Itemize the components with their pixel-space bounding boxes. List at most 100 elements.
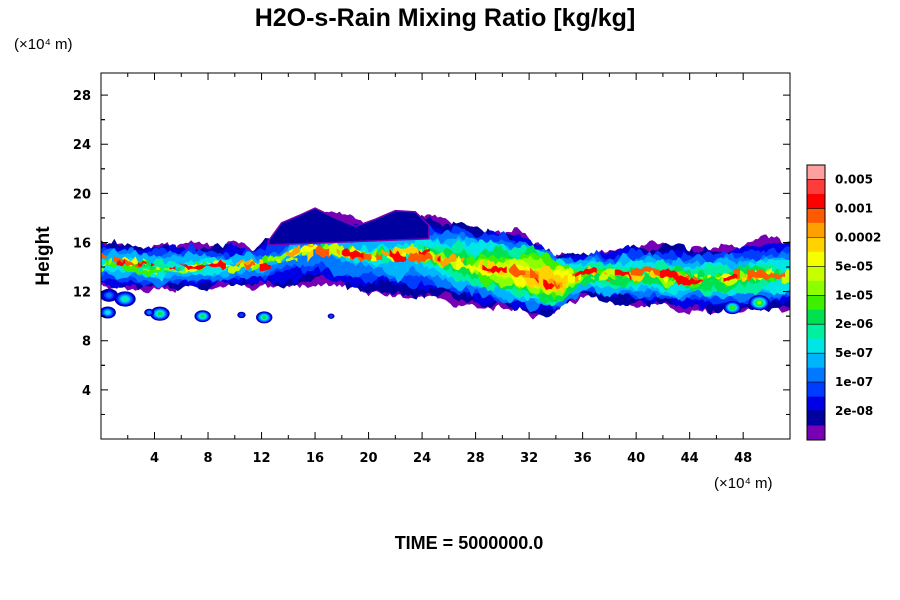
contour-band bbox=[101, 262, 107, 272]
x-tick-label: 40 bbox=[627, 451, 645, 466]
contour-band bbox=[371, 254, 377, 262]
colorbar-label: 1e-07 bbox=[835, 375, 873, 389]
y-tick-label: 8 bbox=[82, 335, 91, 350]
x-tick-label: 8 bbox=[204, 451, 213, 466]
contour-band bbox=[286, 244, 301, 258]
colorbar-swatch bbox=[807, 237, 825, 253]
contour-band bbox=[461, 257, 465, 263]
contour-band bbox=[553, 280, 560, 290]
colorbar-swatch bbox=[807, 179, 825, 195]
colorbar-swatch bbox=[807, 382, 825, 397]
precip-cell bbox=[106, 292, 113, 298]
contour-band bbox=[707, 274, 711, 279]
contour-band bbox=[151, 262, 155, 267]
colorbar-swatch bbox=[807, 208, 825, 224]
anvil-cap bbox=[267, 207, 430, 246]
colorbar-label: 1e-05 bbox=[835, 288, 873, 302]
x-tick-label: 12 bbox=[252, 451, 270, 466]
contour-band bbox=[591, 276, 595, 281]
contour-band bbox=[259, 258, 263, 264]
contour-band bbox=[543, 279, 555, 290]
contour-band bbox=[408, 250, 433, 264]
colorbar-label: 2e-08 bbox=[835, 404, 873, 418]
precip-cell bbox=[122, 297, 128, 301]
colorbar-swatch bbox=[807, 266, 825, 282]
colorbar-label: 5e-07 bbox=[835, 346, 873, 360]
chart-title: H2O-s-Rain Mixing Ratio [kg/kg] bbox=[255, 4, 636, 32]
x-tick-label: 4 bbox=[150, 451, 159, 466]
colorbar-swatch bbox=[807, 309, 825, 325]
x-tick-label: 24 bbox=[413, 451, 431, 466]
x-axis-unit: (×10⁴ m) bbox=[714, 475, 773, 492]
contour-band bbox=[101, 251, 107, 259]
colorbar-swatch bbox=[807, 324, 825, 339]
contour-band bbox=[675, 270, 690, 278]
precip-cell bbox=[157, 311, 162, 316]
precip-cell bbox=[239, 313, 244, 317]
y-axis-label: Height bbox=[33, 226, 54, 286]
contour-band bbox=[143, 268, 149, 272]
contour-band bbox=[243, 260, 255, 270]
contour-band bbox=[116, 258, 126, 267]
contour-band bbox=[535, 277, 539, 284]
contour-band bbox=[177, 266, 181, 272]
contour-band bbox=[153, 272, 157, 275]
contour-band bbox=[659, 268, 703, 286]
colorbar: 0.005 0.001 0.0002 5e-05 1e-05 2e-06 5e-07 1e-0… bbox=[806, 164, 881, 441]
contour-band bbox=[614, 269, 632, 281]
x-tick-label: 36 bbox=[574, 451, 592, 466]
x-tick-label: 44 bbox=[681, 451, 699, 466]
colorbar-label: 0.0002 bbox=[835, 230, 881, 244]
colorbar-label: 5e-05 bbox=[835, 259, 873, 273]
y-tick-label: 12 bbox=[73, 286, 91, 301]
contour-band bbox=[606, 279, 611, 282]
contour-band bbox=[575, 266, 597, 278]
colorbar-frame bbox=[806, 164, 826, 441]
time-label: TIME = 5000000.0 bbox=[395, 533, 544, 553]
contour-band bbox=[108, 257, 112, 266]
contour-band bbox=[747, 269, 785, 282]
colorbar-swatch bbox=[807, 353, 825, 368]
colorbar-label: 0.005 bbox=[835, 172, 873, 186]
colorbar-swatch bbox=[807, 425, 825, 441]
contour-band bbox=[307, 243, 314, 248]
y-tick-label: 20 bbox=[73, 187, 91, 202]
contour-band bbox=[482, 264, 507, 274]
precip-cell bbox=[200, 314, 205, 318]
contour-band bbox=[156, 266, 160, 271]
contour-band bbox=[575, 276, 579, 283]
colorbar-swatch bbox=[807, 193, 825, 209]
contour-band bbox=[275, 258, 282, 264]
colorbar-swatch bbox=[807, 165, 825, 180]
contour-band bbox=[180, 259, 226, 271]
x-tick-label: 32 bbox=[520, 451, 538, 466]
x-tick-label: 16 bbox=[306, 451, 324, 466]
contour-band bbox=[781, 268, 790, 285]
contour-band bbox=[137, 260, 147, 268]
colorbar-swatch bbox=[807, 338, 825, 354]
contour-band bbox=[307, 248, 314, 263]
contour-band bbox=[508, 263, 526, 278]
contour-band bbox=[169, 265, 176, 270]
contour-band bbox=[723, 273, 738, 282]
colorbar-swatch bbox=[807, 280, 825, 296]
precip-cell bbox=[262, 315, 267, 320]
colorbar-swatch bbox=[807, 295, 825, 311]
colorbar-swatch bbox=[807, 396, 825, 412]
contour-band bbox=[604, 271, 608, 276]
contour-band bbox=[418, 248, 430, 256]
precip-cell bbox=[147, 310, 152, 315]
contour-band bbox=[336, 248, 340, 256]
mixing-ratio-field bbox=[101, 207, 790, 324]
x-tick-label: 28 bbox=[467, 451, 485, 466]
y-axis: 4 8 12 16 20 24 28 bbox=[73, 89, 790, 415]
contour-band bbox=[235, 257, 253, 266]
precip-cell bbox=[329, 314, 333, 318]
y-tick-label: 24 bbox=[73, 138, 91, 153]
contour-band bbox=[437, 255, 441, 262]
contour-band bbox=[530, 267, 539, 280]
colorbar-swatch bbox=[807, 222, 825, 238]
y-tick-label: 4 bbox=[82, 384, 91, 399]
y-axis-unit: (×10⁴ m) bbox=[14, 36, 73, 53]
